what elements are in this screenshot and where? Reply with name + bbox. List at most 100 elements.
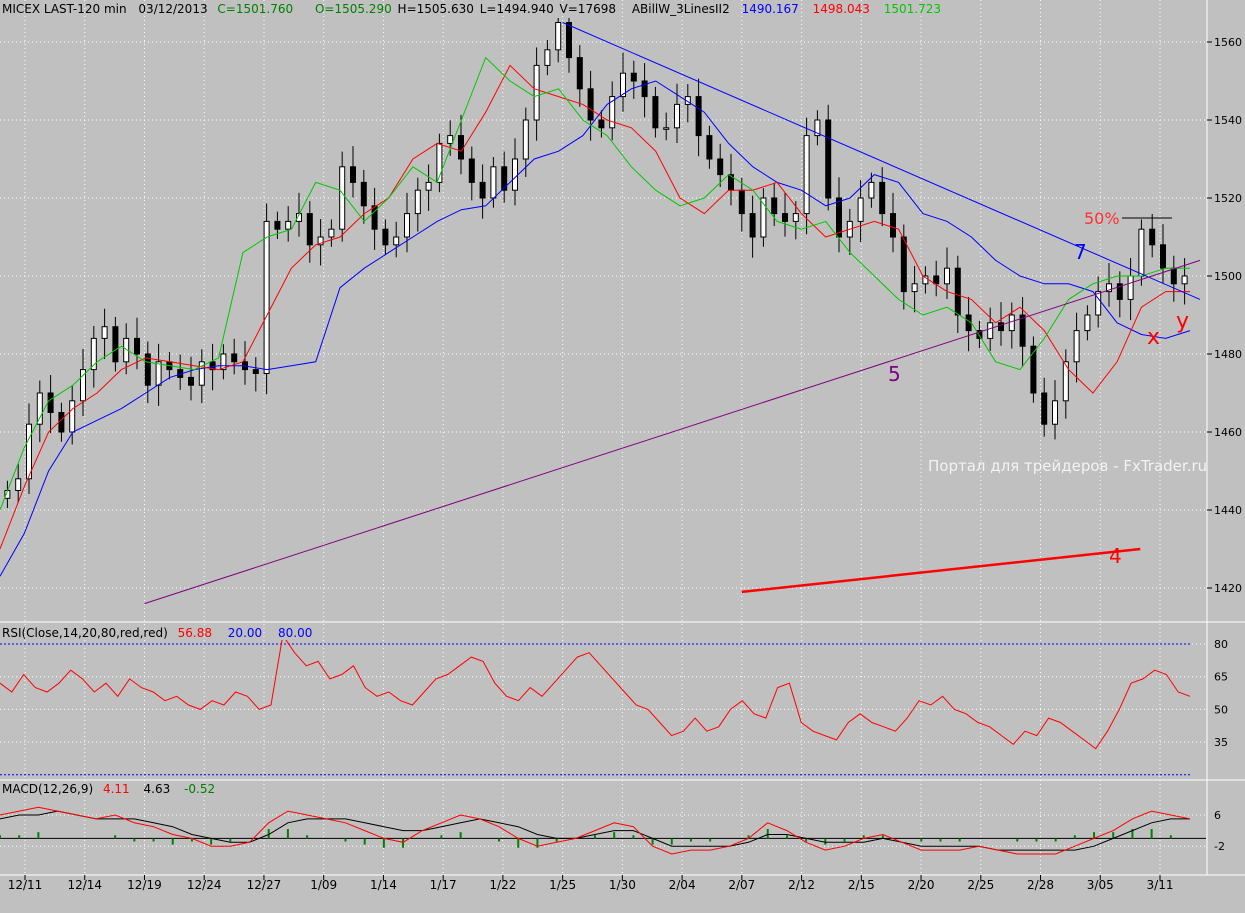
candle-down bbox=[652, 96, 659, 129]
candle-down bbox=[1019, 314, 1026, 347]
x-tick-label: 1/17 bbox=[430, 878, 457, 892]
rsi-high: 80.00 bbox=[278, 626, 312, 640]
candle-down bbox=[1116, 283, 1123, 300]
candle-up bbox=[15, 478, 22, 491]
candle-up bbox=[436, 142, 443, 183]
y-tick-label: 1440 bbox=[1214, 504, 1242, 517]
candle-down bbox=[209, 361, 216, 371]
header-low: L=1494.940 bbox=[480, 2, 554, 16]
candle-down bbox=[144, 353, 151, 386]
candle-down bbox=[360, 181, 367, 207]
macd-y-tick-label: 6 bbox=[1214, 809, 1221, 822]
candle-down bbox=[576, 57, 583, 90]
candle-up bbox=[490, 166, 497, 199]
annotation-fifty-percent: 50% bbox=[1084, 209, 1120, 228]
candle-up bbox=[1127, 275, 1134, 300]
x-tick-label: 3/11 bbox=[1147, 878, 1174, 892]
x-tick-label: 2/12 bbox=[788, 878, 815, 892]
candle-up bbox=[414, 189, 421, 215]
y-tick-label: 1460 bbox=[1214, 426, 1242, 439]
candle-up bbox=[263, 220, 270, 374]
annotation-y: y bbox=[1176, 309, 1189, 334]
candle-down bbox=[965, 314, 972, 332]
x-tick-label: 2/25 bbox=[967, 878, 994, 892]
candle-up bbox=[1181, 275, 1188, 285]
macd-signal: 4.63 bbox=[144, 782, 171, 796]
candle-down bbox=[350, 166, 356, 183]
candle-up bbox=[101, 326, 108, 339]
rsi-y-tick-label: 80 bbox=[1214, 638, 1228, 651]
candle-up bbox=[911, 283, 918, 293]
trendline-5 bbox=[144, 259, 1201, 605]
rsi-value: 56.88 bbox=[178, 626, 212, 640]
candle-up bbox=[220, 353, 227, 371]
y-tick-label: 1420 bbox=[1214, 582, 1242, 595]
macd-pane bbox=[0, 806, 1206, 855]
candle-down bbox=[382, 228, 389, 246]
candle-up bbox=[393, 236, 400, 246]
candle-down bbox=[458, 135, 464, 160]
candle-up bbox=[328, 228, 335, 238]
candle-down bbox=[933, 275, 940, 285]
x-tick-label: 12/14 bbox=[67, 878, 102, 892]
candle-down bbox=[695, 96, 702, 137]
candle-down bbox=[1030, 345, 1037, 394]
candle-up bbox=[663, 127, 670, 130]
candle-down bbox=[900, 236, 907, 293]
x-tick-label: 1/09 bbox=[310, 878, 337, 892]
annotation-x: x bbox=[1147, 325, 1160, 350]
y-tick-label: 1560 bbox=[1214, 36, 1242, 49]
rsi-pane bbox=[0, 640, 1191, 776]
candle-down bbox=[1170, 267, 1177, 285]
candle-up bbox=[674, 103, 680, 129]
candle-up bbox=[1084, 314, 1091, 332]
candle-down bbox=[771, 197, 778, 215]
candle-up bbox=[555, 22, 562, 51]
candle-up bbox=[1062, 361, 1069, 402]
macd-hist: -0.52 bbox=[184, 782, 215, 796]
candle-down bbox=[306, 213, 313, 246]
candle-up bbox=[404, 213, 410, 238]
candle-up bbox=[339, 166, 346, 230]
candle-up bbox=[198, 361, 205, 386]
candle-up bbox=[1052, 400, 1058, 425]
candle-down bbox=[231, 353, 238, 363]
candle-down bbox=[58, 412, 65, 433]
candle-down bbox=[112, 326, 119, 363]
x-tick-label: 2/07 bbox=[728, 878, 755, 892]
candle-up bbox=[857, 197, 864, 222]
candle-up bbox=[792, 213, 799, 222]
candle-down bbox=[47, 392, 54, 413]
x-tick-label: 12/19 bbox=[127, 878, 162, 892]
candle-down bbox=[371, 205, 378, 230]
candle-up bbox=[1106, 283, 1112, 293]
candle-down bbox=[749, 213, 756, 238]
y-tick-label: 1520 bbox=[1214, 192, 1242, 205]
candle-down bbox=[706, 135, 713, 160]
candle-down bbox=[954, 267, 961, 316]
header-close: C=1501.760 bbox=[217, 2, 293, 16]
header-legend: MICEX LAST-120 min 03/12/2013 C=1501.760… bbox=[2, 2, 941, 16]
trendline-4 bbox=[741, 547, 1141, 594]
header-ind-red: 1498.043 bbox=[813, 2, 870, 16]
x-tick-label: 12/11 bbox=[8, 878, 43, 892]
candle-down bbox=[630, 72, 637, 82]
candle-down bbox=[501, 166, 508, 191]
candle-down bbox=[836, 197, 842, 238]
candle-up bbox=[620, 72, 626, 98]
candle-down bbox=[641, 80, 648, 98]
header-symbol: MICEX LAST-120 min bbox=[2, 2, 127, 16]
candle-up bbox=[944, 267, 950, 285]
rsi-y-tick-label: 50 bbox=[1214, 703, 1228, 716]
candle-down bbox=[479, 181, 486, 199]
x-tick-label: 3/05 bbox=[1087, 878, 1114, 892]
candle-down bbox=[468, 158, 475, 183]
rsi-low: 20.00 bbox=[228, 626, 262, 640]
header-open: O=1505.290 bbox=[315, 2, 392, 16]
candle-down bbox=[598, 119, 605, 129]
candle-up bbox=[512, 158, 518, 191]
candle-up bbox=[609, 96, 616, 129]
candle-down bbox=[738, 189, 745, 215]
ma-line-green bbox=[0, 56, 1190, 511]
